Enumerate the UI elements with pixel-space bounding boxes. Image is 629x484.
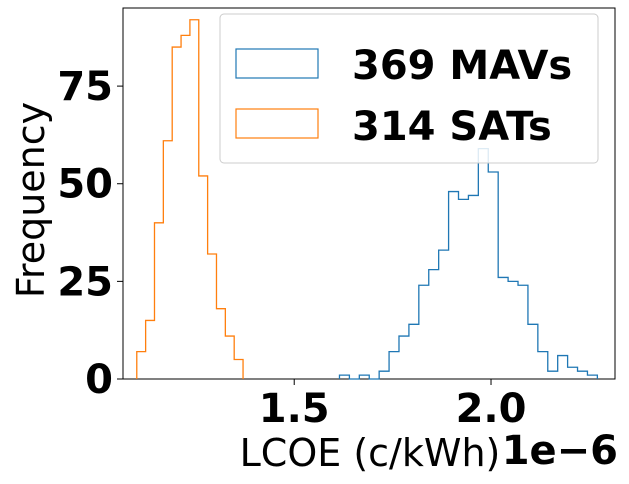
y-axis-ticks: 0 25 50 75 bbox=[57, 64, 123, 403]
x-offset-label: 1e−6 bbox=[502, 428, 618, 474]
y-axis-label: Frequency bbox=[9, 102, 53, 298]
x-axis-ticks: 1.5 2.0 bbox=[259, 379, 527, 432]
y-tick-label: 50 bbox=[57, 162, 113, 208]
plot-area bbox=[122, 7, 616, 380]
legend-label-sats: 314 SATs bbox=[352, 104, 552, 150]
histogram-series-sats bbox=[136, 19, 244, 379]
legend-swatch-mavs bbox=[235, 48, 319, 79]
legend-label-mavs: 369 MAVs bbox=[352, 43, 572, 89]
x-tick-label: 2.0 bbox=[456, 386, 527, 432]
y-tick-label: 25 bbox=[57, 259, 113, 305]
y-tick-label: 0 bbox=[85, 357, 113, 403]
legend: 369 MAVs 314 SATs bbox=[219, 13, 599, 164]
legend-swatch-sats bbox=[235, 108, 319, 139]
x-tick-label: 1.5 bbox=[259, 386, 330, 432]
x-axis-label: LCOE (c/kWh) bbox=[240, 431, 501, 475]
histogram-series-group bbox=[136, 19, 599, 380]
histogram-series-mavs bbox=[338, 147, 599, 380]
legend-box bbox=[219, 13, 599, 164]
y-tick-label: 75 bbox=[57, 64, 113, 110]
